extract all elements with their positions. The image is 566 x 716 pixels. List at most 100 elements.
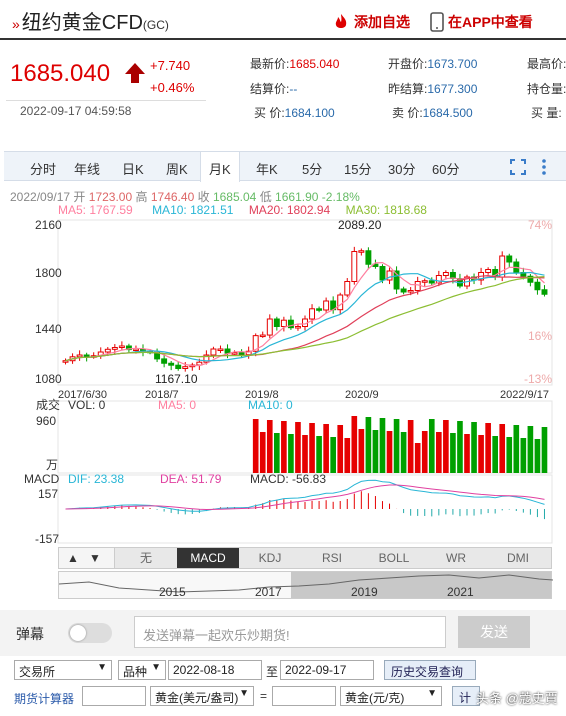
calc-button[interactable]: 计: [452, 686, 480, 706]
candle-body: [76, 354, 83, 358]
fullscreen-icon[interactable]: [510, 159, 526, 175]
volume-bar: [330, 437, 336, 473]
macd-histogram: [65, 479, 545, 520]
more-icon[interactable]: [540, 158, 548, 176]
price-pane-frame: [57, 219, 553, 386]
candle-body: [280, 319, 287, 327]
candle-body: [393, 270, 400, 290]
calc-to-unit[interactable]: 黄金(元/克) ▼: [340, 686, 442, 706]
indicator-wr[interactable]: WR: [446, 551, 466, 565]
candle-body: [210, 348, 217, 356]
tab-intraday[interactable]: 分时: [30, 162, 57, 177]
scroll-down-icon[interactable]: ▼: [89, 551, 101, 565]
tab-monthly-k[interactable]: 月K: [200, 152, 240, 182]
price-change: +7.740: [150, 58, 191, 73]
candle-body: [379, 266, 386, 281]
candle-body: [203, 354, 210, 363]
calc-to-input[interactable]: [272, 686, 336, 706]
volume-bar: [372, 430, 379, 473]
volume-bar: [407, 420, 414, 473]
calc-from-input[interactable]: [82, 686, 146, 706]
candle-body: [245, 350, 252, 356]
volume-bar: [379, 418, 386, 473]
candle-body: [365, 250, 372, 265]
symbol-code: (GC): [142, 18, 169, 32]
calculator-label: 期货计算器: [14, 692, 75, 706]
price-tick-0: 2160: [35, 218, 62, 232]
vol-ma10-legend: MA10: 0: [248, 398, 293, 412]
time-navigator[interactable]: 2015 2017 2019 2021: [58, 571, 553, 599]
danmu-input[interactable]: 发送弹幕一起欢乐炒期货!: [134, 616, 446, 648]
tab-daily-k[interactable]: 日K: [122, 162, 144, 177]
volume-bar: [464, 434, 470, 473]
tab-yearline[interactable]: 年线: [74, 162, 101, 177]
volume-bar: [259, 432, 266, 473]
volume-bar: [400, 432, 407, 473]
dif-line: [65, 479, 545, 512]
flame-icon: [335, 14, 347, 28]
kline-chart[interactable]: 2160 1800 1440 1080 74% 16% -13% 2017/6/…: [0, 215, 566, 545]
date-tick-2: 2019/8: [245, 389, 279, 401]
tab-weekly-k[interactable]: 周K: [166, 162, 188, 177]
date-to-input[interactable]: 2022-09-17: [280, 660, 374, 680]
variety-select[interactable]: 品种 ▼: [118, 660, 166, 680]
candle-body: [344, 281, 351, 296]
vol-ma5-legend: MA5: 0: [158, 398, 196, 412]
peak-label: 2089.20: [338, 218, 382, 232]
volume-bar: [421, 431, 428, 473]
view-in-app-label: 在APP中查看: [448, 14, 533, 30]
price-tick-1: 1800: [35, 266, 62, 280]
date-tick-1: 2018/7: [145, 389, 179, 401]
indicator-none[interactable]: 无: [139, 551, 152, 565]
candle-group: [62, 246, 548, 372]
ma30-line: [65, 276, 545, 362]
danmu-send-button[interactable]: 发送: [458, 616, 530, 648]
danmu-toggle[interactable]: [68, 623, 112, 643]
title-prefix: »: [12, 16, 20, 32]
volume-bars: [252, 416, 548, 473]
history-query-button[interactable]: 历史交易查询: [384, 660, 476, 680]
view-in-app-button[interactable]: 在APP中查看: [430, 12, 533, 32]
candle-body: [168, 362, 175, 366]
volume-bar: [478, 435, 484, 473]
calc-equals: =: [260, 689, 268, 703]
volume-bar: [506, 437, 513, 473]
tab-60min[interactable]: 60分: [432, 162, 460, 177]
candle-body: [161, 358, 168, 364]
high-price-field: 最高价:: [527, 57, 566, 71]
volume-bar: [288, 434, 294, 473]
volume-bar: [534, 439, 541, 473]
candle-body: [407, 290, 414, 293]
candle-body: [111, 347, 118, 350]
period-tabs: 分时 年线 日K 周K 月K 年K 5分 15分 30分 60分: [4, 151, 566, 182]
macd-pane-frame: [57, 474, 553, 544]
add-watchlist-label: 添加自选: [354, 14, 410, 30]
prev-settle-field: 昨结算:1677.300: [388, 82, 478, 96]
ask-field: 卖 价:1684.500: [392, 106, 473, 120]
exchange-select[interactable]: 交易所 ▼: [14, 660, 112, 680]
header-bar: [0, 0, 566, 40]
divider: [6, 100, 206, 101]
date-from-input[interactable]: 2022-08-18: [168, 660, 262, 680]
navigator-sparkline: [59, 574, 553, 593]
indicator-rsi[interactable]: RSI: [321, 551, 342, 565]
tab-5min[interactable]: 5分: [302, 162, 323, 177]
tab-15min[interactable]: 15分: [344, 162, 372, 177]
volume-bar: [471, 422, 477, 473]
tab-30min[interactable]: 30分: [388, 162, 416, 177]
indicator-macd[interactable]: MACD: [177, 548, 239, 568]
settle-field: 结算价:--: [250, 82, 298, 96]
add-watchlist-button[interactable]: 添加自选: [332, 12, 410, 32]
candle-body: [217, 348, 224, 351]
indicator-dmi[interactable]: DMI: [507, 551, 529, 565]
volume-bar: [337, 425, 344, 473]
tab-yearly-k[interactable]: 年K: [256, 162, 278, 177]
indicator-kdj[interactable]: KDJ: [258, 551, 282, 565]
indicator-boll[interactable]: BOLL: [378, 551, 410, 565]
volume-bar: [513, 425, 520, 473]
indicator-tabs: 无 MACD KDJ RSI BOLL WR DMI: [114, 547, 552, 569]
calc-from-unit[interactable]: 黄金(美元/盎司) ▼: [150, 686, 254, 706]
scroll-up-icon[interactable]: ▲: [67, 551, 79, 565]
volume-bar: [414, 443, 421, 473]
volume-label: 成交: [36, 397, 60, 412]
